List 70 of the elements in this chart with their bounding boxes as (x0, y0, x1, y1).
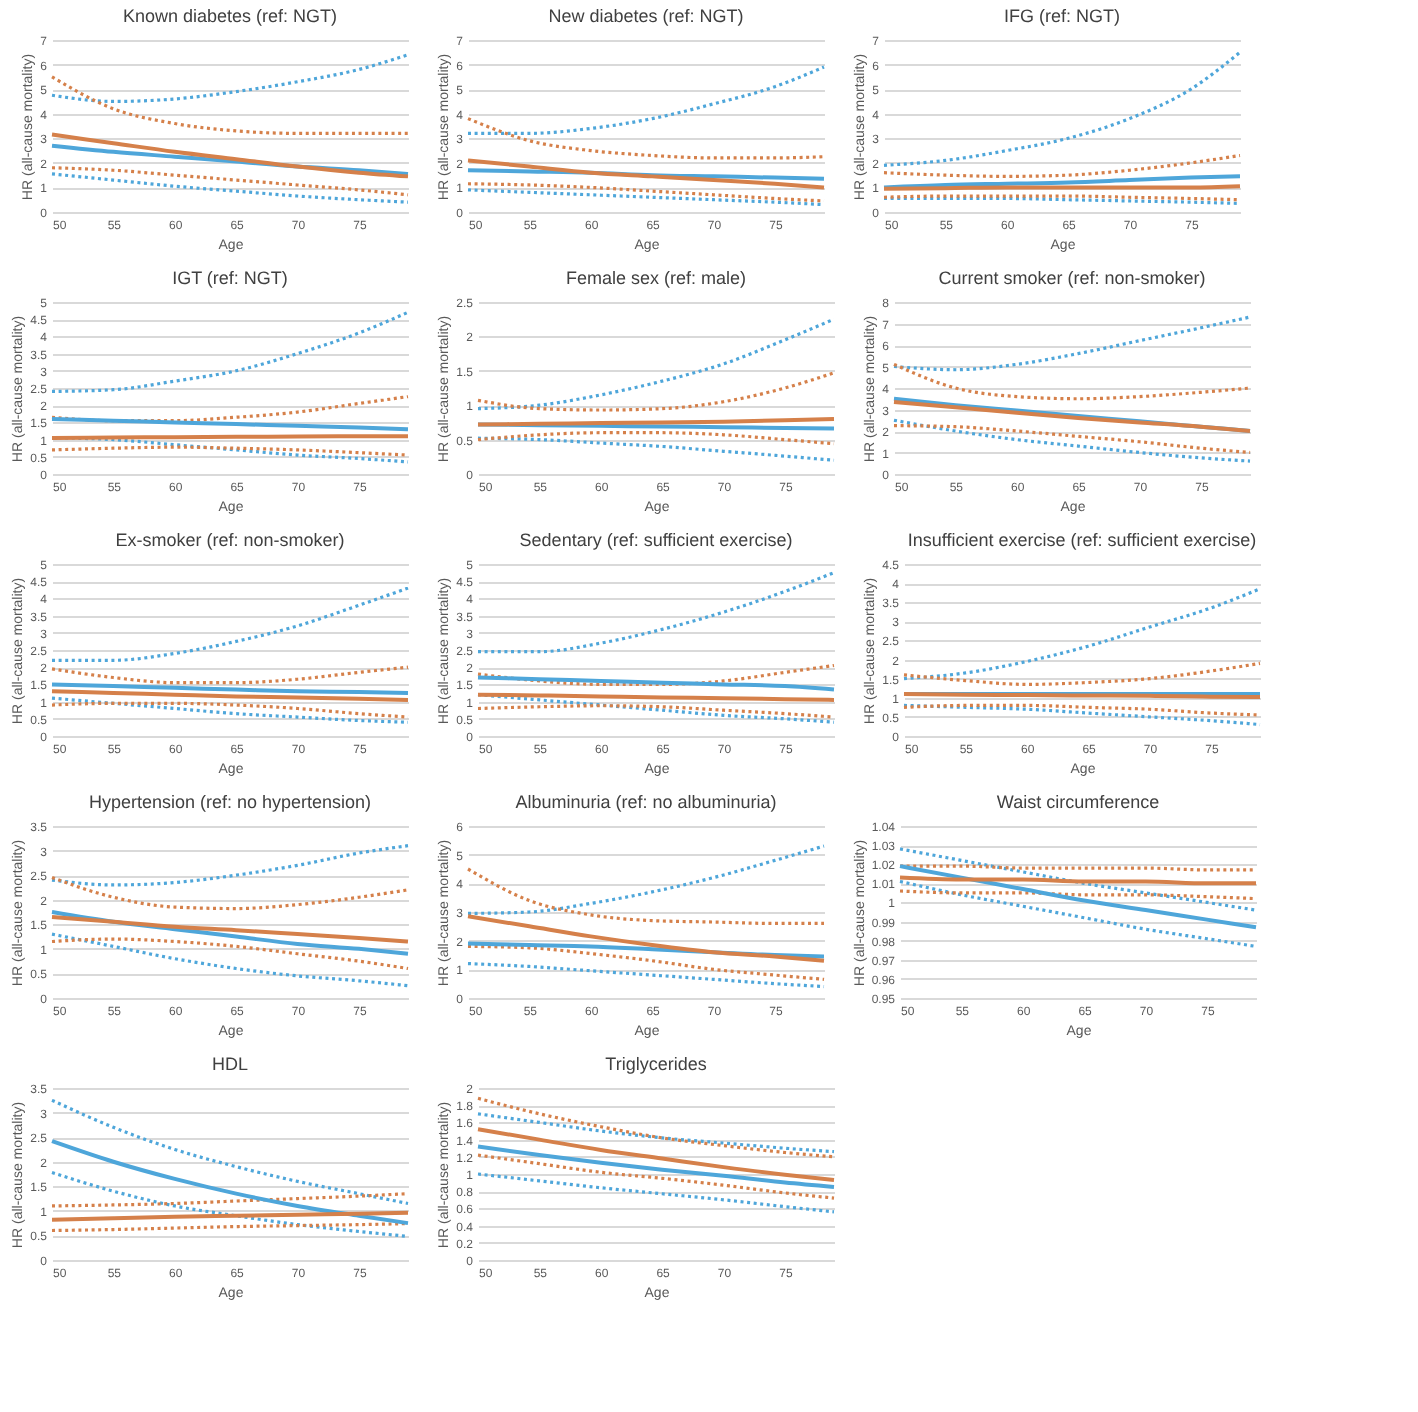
line-series (476, 371, 836, 412)
line-series (892, 418, 1252, 463)
chart-title: IGT (ref: NGT) (172, 268, 288, 288)
line-series (476, 663, 836, 686)
line-series (476, 1153, 836, 1200)
line-series (50, 75, 410, 135)
line-series (476, 317, 836, 411)
line-series (50, 914, 410, 944)
chart-title: Triglycerides (605, 1054, 708, 1074)
line-series (882, 153, 1242, 178)
line-series (466, 867, 826, 926)
chart-title: Current smoker (ref: non-smoker) (938, 268, 1206, 288)
line-series (50, 1098, 410, 1206)
chart-title: IFG (ref: NGT) (1004, 6, 1120, 26)
line-series (902, 661, 1262, 686)
line-series (466, 941, 826, 959)
line-series (476, 1127, 836, 1183)
chart-title: New diabetes (ref: NGT) (548, 6, 744, 26)
chart-title: Waist circumference (996, 792, 1160, 812)
line-series (50, 1139, 410, 1226)
chart-title: Sedentary (ref: sufficient exercise) (519, 530, 793, 550)
chart-title: Female sex (ref: male) (565, 268, 747, 288)
line-series (466, 117, 826, 160)
line-series (466, 914, 826, 963)
line-series (476, 675, 836, 692)
line-series (466, 182, 826, 203)
line-series (50, 876, 410, 911)
chart-title: HDL (211, 1054, 249, 1074)
chart-title: Albuminuria (ref: no albuminuria) (515, 792, 777, 812)
line-series (466, 65, 826, 135)
line-series (898, 847, 1258, 912)
chart-title: Insufficient exercise (ref: sufficient exercise) (907, 530, 1257, 550)
line-series (50, 932, 410, 988)
line-series (50, 937, 410, 971)
chart-title: Hypertension (ref: no hypertension) (88, 792, 372, 812)
line-series (50, 665, 410, 685)
line-series (476, 436, 836, 462)
line-series (466, 188, 826, 207)
line-series (476, 1112, 836, 1154)
line-series (50, 696, 410, 724)
chart-title: Known diabetes (ref: NGT) (122, 6, 338, 26)
line-series (902, 587, 1262, 681)
line-series (50, 53, 410, 104)
line-series (898, 864, 1258, 930)
line-series (50, 844, 410, 887)
line-series (50, 1170, 410, 1239)
line-series (476, 1096, 836, 1159)
line-series (466, 944, 826, 981)
line-series (50, 132, 410, 179)
line-series (476, 1144, 836, 1189)
line-series (50, 143, 410, 176)
line-series (50, 166, 410, 197)
line-series (466, 962, 826, 989)
line-series (466, 158, 826, 190)
line-series (898, 879, 1258, 948)
line-series (892, 362, 1252, 401)
chart-title: Ex-smoker (ref: non-smoker) (115, 530, 345, 550)
line-series (50, 701, 410, 719)
line-series (466, 844, 826, 916)
line-series (476, 1172, 836, 1214)
line-series (882, 50, 1242, 167)
line-series (50, 910, 410, 956)
line-series (50, 586, 410, 662)
line-series (50, 1192, 410, 1208)
line-series (892, 424, 1252, 455)
line-series (50, 172, 410, 204)
line-series (476, 571, 836, 654)
line-series (892, 315, 1252, 372)
line-series (50, 310, 410, 394)
line-series (902, 703, 1262, 727)
